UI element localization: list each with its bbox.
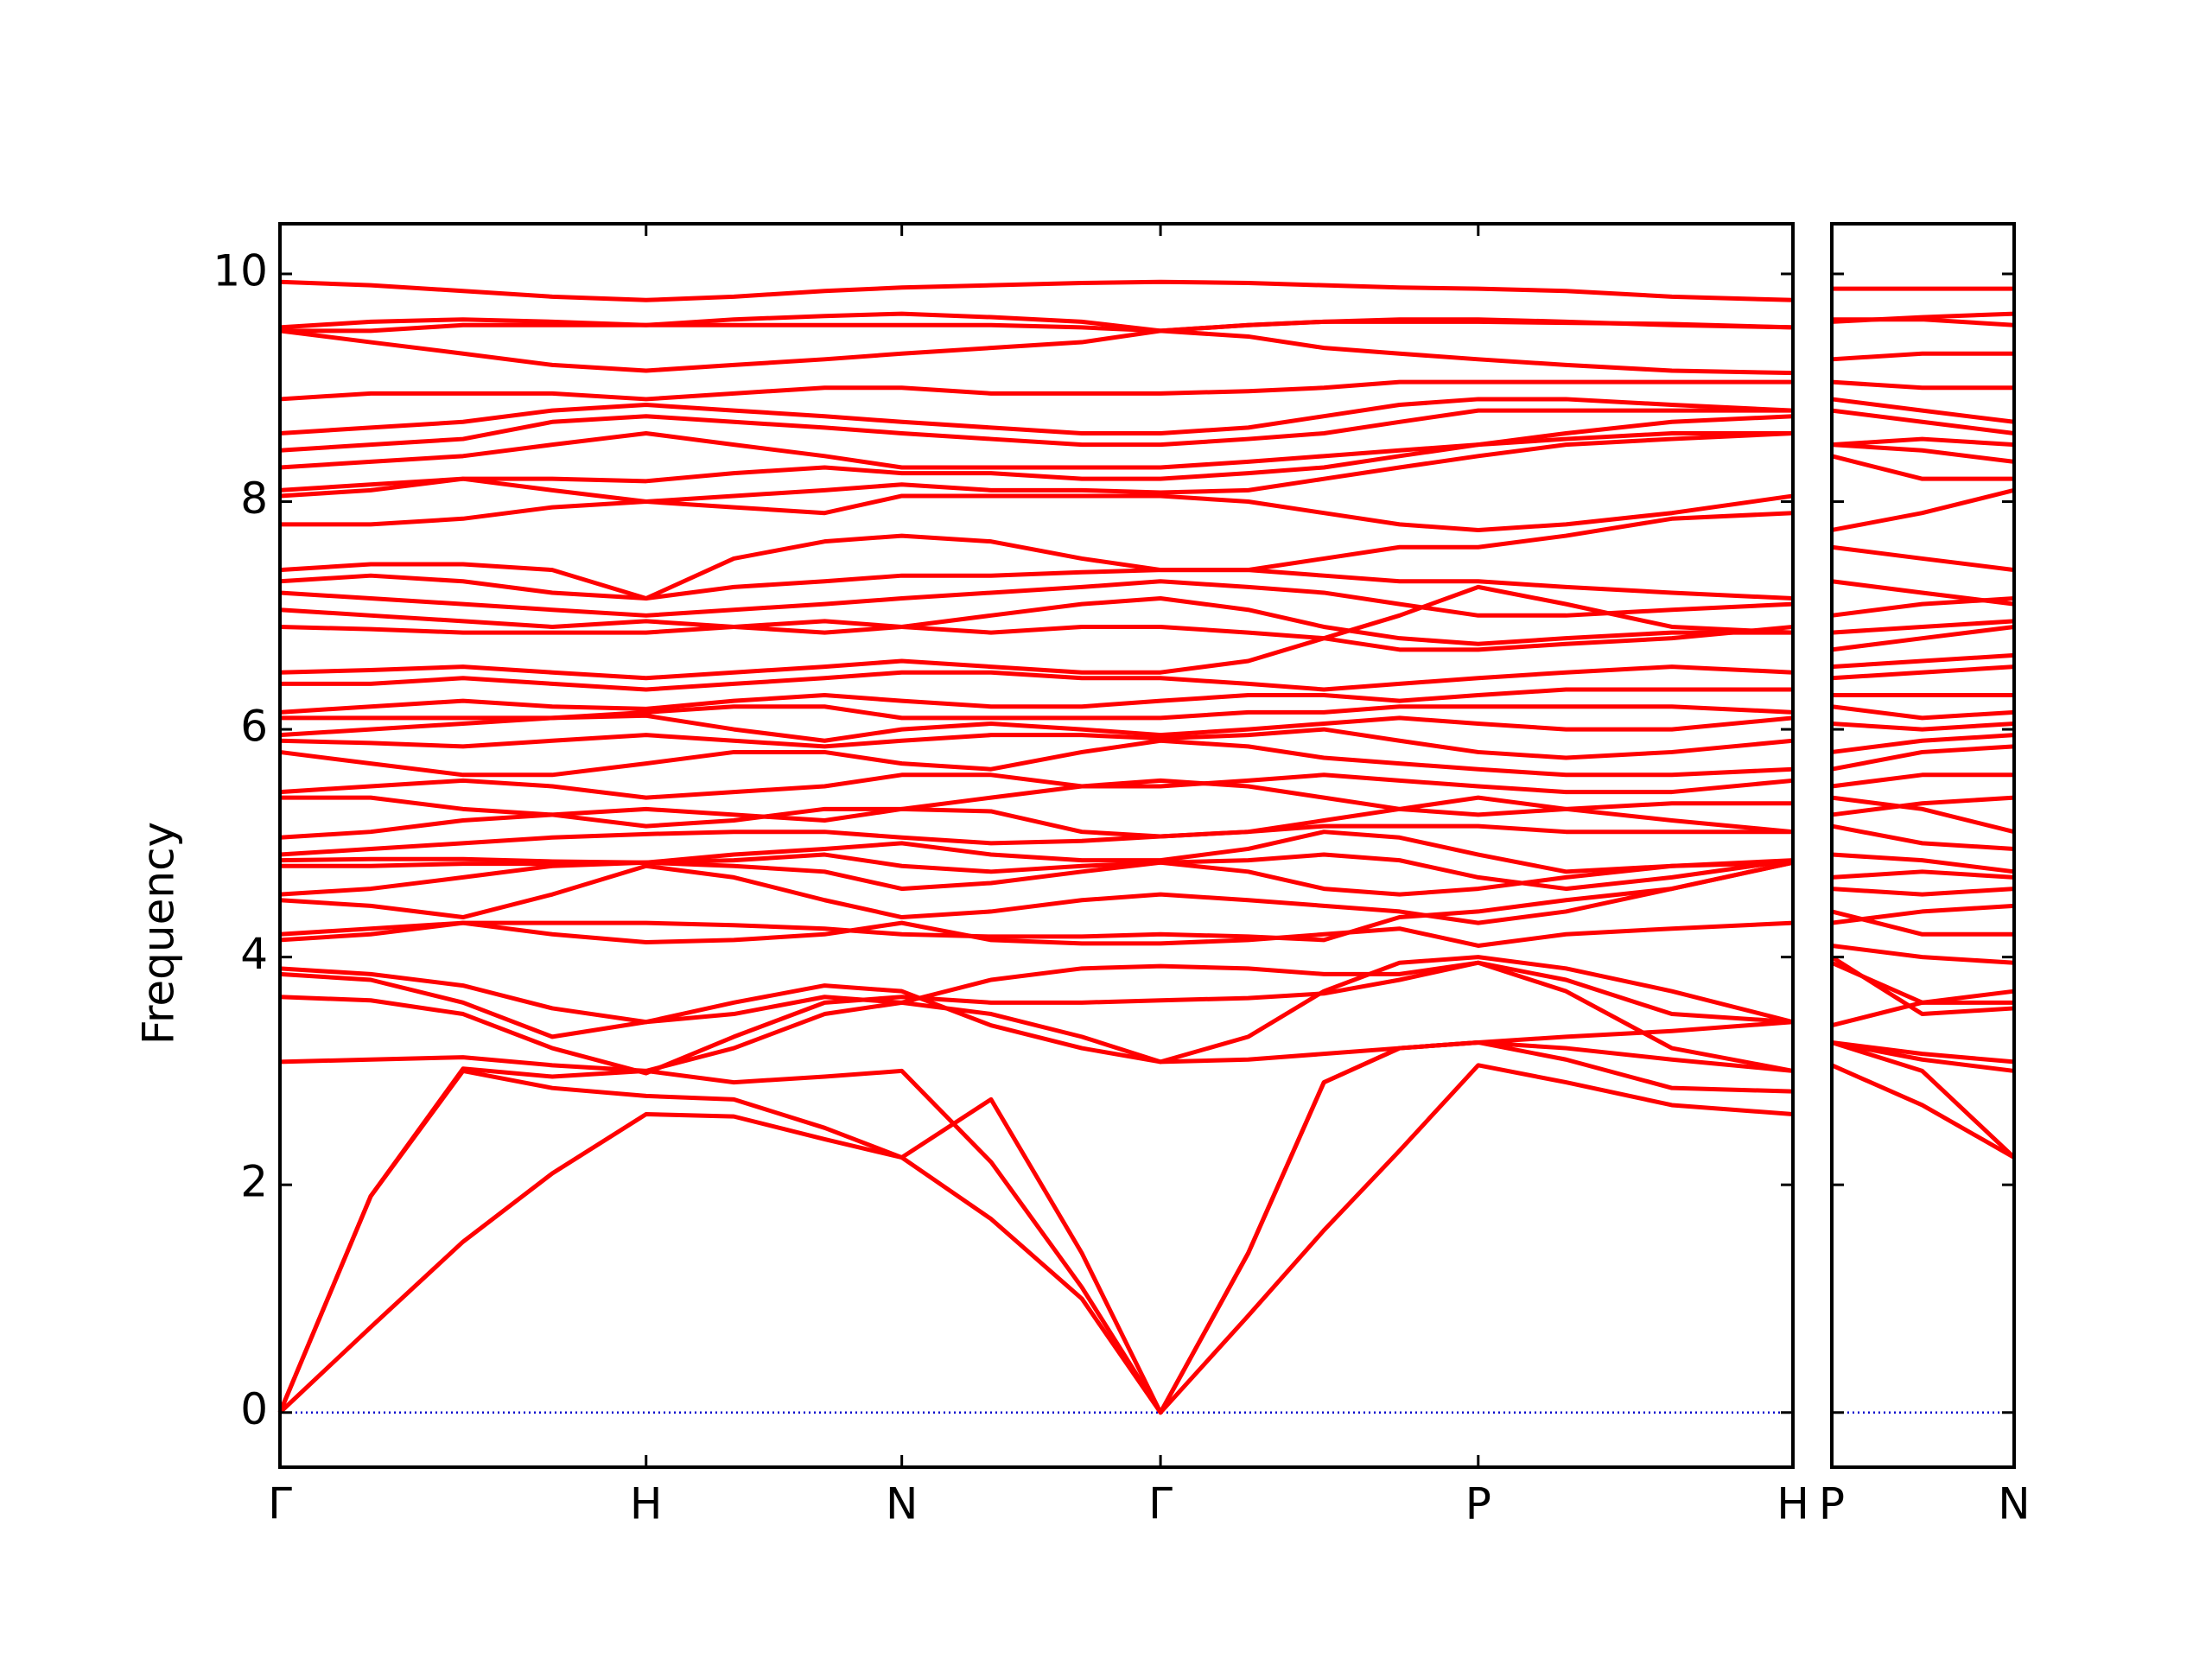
band-line [280,664,1794,692]
band-line [279,1000,1794,1073]
band-line [277,1039,1794,1415]
band-line [1831,704,2015,721]
band-line [1831,454,2014,481]
band-line [279,596,1793,646]
band-line [279,414,1794,470]
band-line [279,960,1794,1073]
band-line [1831,772,2014,789]
band-line [1831,436,2015,448]
band-line [279,619,1794,652]
x-tick-label: Γ [268,1479,292,1529]
band-line [279,397,1794,435]
band-line [1831,909,2014,937]
x-tick-label: H [1777,1479,1809,1529]
band-line [280,493,1794,532]
x-tick-label: P [1819,1479,1845,1529]
band-line [1831,823,2015,851]
band-line [1831,579,2015,607]
band-line [279,738,1794,778]
y-tick-label: 2 [240,1157,268,1207]
band-line [279,920,1794,948]
y-axis-label: Frequency [134,822,184,1045]
band-line [279,860,1794,925]
band-line [279,584,1794,681]
band-line [280,852,1794,892]
y-tick-label: 4 [240,929,268,979]
x-tick-label: N [1998,1479,2030,1529]
band-line [1831,379,2014,391]
band-line [279,823,1793,857]
band-line [1831,351,2014,362]
band-line [279,687,1793,715]
band-line [279,279,1794,302]
band-line [280,704,1794,721]
band-line [279,727,1794,760]
x-tick-label: H [630,1479,663,1529]
band-line [1831,1040,2016,1160]
band-line [1831,652,2015,670]
band-line [279,408,1793,453]
band-line [279,568,1794,601]
band-line [279,311,1794,334]
band-line [1831,887,2015,897]
band-line [1831,625,2015,652]
band-line [1831,795,2015,835]
band-line [1831,408,2015,435]
band-line [1831,664,2015,681]
band-line [279,579,1794,618]
band-line [279,379,1793,402]
band-line [1831,852,2015,874]
band-line [1831,442,2015,464]
band-line [1831,795,2015,817]
band-line [1831,733,2015,754]
band-line [1831,487,2015,532]
band-line [279,830,1794,874]
band-line [279,860,1794,943]
y-tick-label: 6 [240,702,268,752]
band-line [279,772,1794,800]
band-line [1831,544,2015,573]
band-line [1831,943,2015,965]
band-line [1830,1063,2016,1160]
band-line [1831,869,2015,880]
band-line [279,511,1794,601]
band-line [278,1063,1794,1415]
x-tick-label: P [1465,1479,1491,1529]
plot-frame [1830,222,2016,1469]
band-line [1831,1040,2015,1073]
band-line [279,328,1794,376]
y-tick-label: 8 [240,474,268,524]
band-line [1831,903,2015,925]
band-line [1830,955,2015,1017]
band-line [1831,397,2015,424]
band-line [1831,619,2015,635]
band-line [279,430,1794,505]
x-tick-label: Γ [1148,1479,1173,1529]
band-line [279,955,1794,1065]
band-line [280,778,1793,829]
band-line [1831,721,2015,732]
plot-frame [278,222,1795,1469]
y-tick-label: 10 [213,245,268,296]
band-line [1831,744,2015,772]
x-tick-label: N [886,1479,918,1529]
y-tick-label: 0 [240,1384,268,1434]
band-line [1831,311,2015,324]
band-line [1831,988,2015,1028]
band-line [279,860,1794,897]
